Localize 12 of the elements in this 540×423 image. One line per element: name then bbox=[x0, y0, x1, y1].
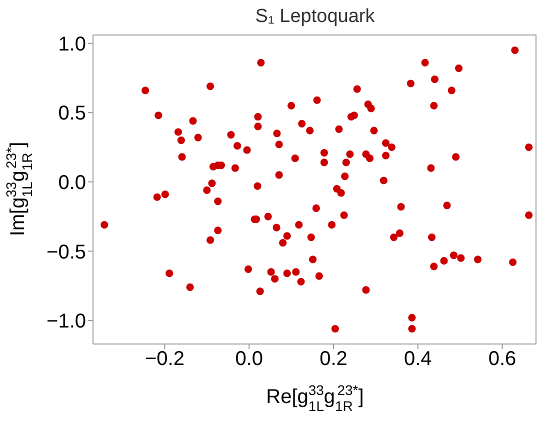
x-axis-title: Re[g$_{1L}$$^{33}$g$_{1R}$$^{23*}$] bbox=[266, 382, 364, 414]
x-tick-label: 0.6 bbox=[488, 348, 516, 370]
chart-title: S₁ Leptoquark bbox=[255, 6, 376, 27]
y-tick-label: −1.0 bbox=[46, 310, 86, 333]
x-tick-label: 0.0 bbox=[235, 348, 264, 370]
y-tick-label: −0.5 bbox=[46, 241, 86, 264]
y-tick-label: 0.5 bbox=[58, 102, 86, 125]
y-tick-label: 1.0 bbox=[58, 33, 86, 56]
x-tick-label: 0.2 bbox=[320, 348, 348, 370]
x-tick-label: 0.4 bbox=[404, 348, 432, 370]
x-tick-label: −0.2 bbox=[144, 348, 184, 370]
y-tick-label: 0.0 bbox=[58, 172, 86, 194]
